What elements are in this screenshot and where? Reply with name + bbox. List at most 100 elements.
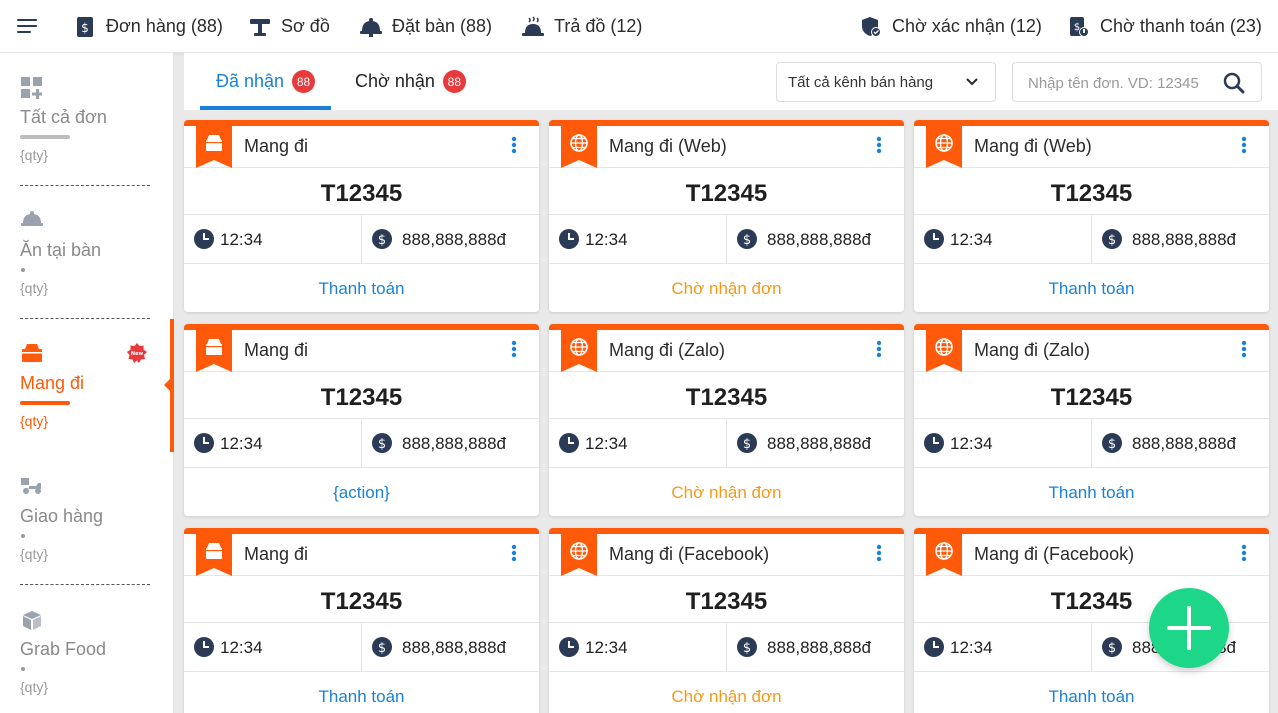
clock-icon	[559, 433, 579, 458]
sales-channel-select[interactable]: Tất cả kênh bán hàng	[776, 62, 996, 102]
globe-icon	[926, 534, 962, 576]
order-info-row: 12:34 $888,888,888đ	[549, 419, 904, 468]
more-vertical-icon[interactable]	[876, 340, 886, 362]
svg-text:$: $	[743, 437, 751, 452]
more-vertical-icon[interactable]	[1241, 136, 1251, 158]
order-action-button[interactable]: Chờ nhận đơn	[671, 483, 782, 502]
more-vertical-icon[interactable]	[876, 544, 886, 566]
clock-icon	[559, 637, 579, 662]
dollar-coin-icon: $	[1102, 229, 1122, 254]
order-action-button[interactable]: {action}	[333, 483, 390, 502]
search-box	[1012, 62, 1262, 102]
hamburger-menu-icon[interactable]	[17, 17, 37, 35]
order-card-header: Mang đi (Zalo)	[914, 330, 1269, 372]
dollar-coin-icon: $	[737, 637, 757, 662]
order-card-header: Mang đi	[184, 126, 539, 168]
order-card[interactable]: Mang đi (Zalo) T12345 12:34 $888,888,888đ Th…	[914, 324, 1269, 516]
shield-check-icon	[860, 16, 882, 38]
order-time: 12:34	[184, 623, 362, 672]
sidebar-item-label: Mang đi	[20, 373, 85, 393]
order-card-header: Mang đi	[184, 534, 539, 576]
sidebar-item-label: Giao hàng	[20, 506, 104, 526]
order-card[interactable]: Mang đi T12345 12:34 $888,888,888đ Thanh toá…	[184, 528, 539, 713]
order-code: T12345	[184, 576, 539, 623]
order-time-value: 12:34	[950, 230, 993, 249]
order-action-button[interactable]: Chờ nhận đơn	[671, 279, 782, 298]
sidebar-item-takeaway[interactable]: New Mang đi {qty}	[0, 319, 174, 452]
add-order-button[interactable]	[1149, 588, 1229, 668]
more-vertical-icon[interactable]	[1241, 340, 1251, 362]
sidebar-item-grab-food[interactable]: Grab Food {qty}	[0, 585, 174, 713]
sidebar-item-indicator	[21, 268, 25, 272]
divider	[20, 584, 150, 585]
nav-booking[interactable]: Đặt bàn (88)	[360, 0, 492, 53]
tab-waiting[interactable]: Chờ nhận 88	[355, 53, 466, 110]
new-badge-text: New	[131, 351, 144, 357]
order-card-header: Mang đi	[184, 330, 539, 372]
order-info-row: 12:34 $888,888,888đ	[914, 215, 1269, 264]
sidebar-item-dine-in[interactable]: Ăn tại bàn {qty}	[0, 186, 174, 319]
svg-text:$: $	[378, 233, 386, 248]
nav-orders-label: Đơn hàng (88)	[106, 16, 223, 36]
dollar-coin-icon: $	[1102, 637, 1122, 662]
order-card[interactable]: Mang đi (Web) T12345 12:34 $888,888,888đ Tha…	[914, 120, 1269, 312]
nav-table-map[interactable]: Sơ đồ	[249, 0, 330, 53]
sales-channel-value: Tất cả kênh bán hàng	[788, 73, 934, 91]
order-card[interactable]: Mang đi T12345 12:34 $888,888,888đ Thanh toá…	[184, 120, 539, 312]
order-code: T12345	[549, 372, 904, 419]
sidebar-item-qty: {qty}	[20, 280, 49, 296]
order-info-row: 12:34 $888,888,888đ	[549, 215, 904, 264]
order-card[interactable]: Mang đi T12345 12:34 $888,888,888đ {action}	[184, 324, 539, 516]
dollar-coin-icon: $	[737, 229, 757, 254]
nav-table-map-label: Sơ đồ	[281, 16, 330, 36]
clock-icon	[194, 637, 214, 662]
order-action-button[interactable]: Thanh toán	[1048, 279, 1135, 298]
order-info-row: 12:34 $888,888,888đ	[184, 623, 539, 672]
globe-icon	[561, 330, 597, 372]
order-price-value: 888,888,888đ	[767, 638, 871, 657]
nav-pending-payment[interactable]: $ Chờ thanh toán (23)	[1068, 0, 1262, 53]
order-action-button[interactable]: Chờ nhận đơn	[671, 687, 782, 706]
more-vertical-icon[interactable]	[511, 544, 521, 566]
order-card-title: Mang đi (Zalo)	[974, 340, 1091, 360]
order-card[interactable]: Mang đi (Web) T12345 12:34 $888,888,888đ Chờ…	[549, 120, 904, 312]
order-card[interactable]: Mang đi (Zalo) T12345 12:34 $888,888,888đ Ch…	[549, 324, 904, 516]
dollar-coin-icon: $	[372, 637, 392, 662]
order-action-button[interactable]: Thanh toán	[318, 279, 405, 298]
sidebar-item-qty: {qty}	[20, 413, 49, 429]
sidebar-item-delivery[interactable]: Giao hàng {qty}	[0, 452, 174, 585]
sidebar-item-qty: {qty}	[20, 147, 49, 163]
order-action-button[interactable]: Thanh toán	[318, 687, 405, 706]
nav-pending-confirm-label: Chờ xác nhận (12)	[892, 16, 1042, 36]
order-card[interactable]: Mang đi (Facebook) T12345 12:34 $888,888,88…	[549, 528, 904, 713]
search-input[interactable]	[1028, 72, 1218, 94]
order-time: 12:34	[549, 419, 727, 468]
nav-pending-payment-label: Chờ thanh toán (23)	[1100, 16, 1262, 36]
order-action-button[interactable]: Thanh toán	[1048, 483, 1135, 502]
order-time-value: 12:34	[220, 230, 263, 249]
divider	[20, 318, 150, 319]
svg-text:$: $	[743, 641, 751, 656]
sidebar-item-all[interactable]: Tất cả đơn {qty}	[0, 53, 174, 186]
order-time: 12:34	[914, 215, 1092, 264]
order-price-value: 888,888,888đ	[402, 434, 506, 453]
more-vertical-icon[interactable]	[511, 136, 521, 158]
nav-pending-confirm[interactable]: Chờ xác nhận (12)	[860, 0, 1042, 53]
order-price-value: 888,888,888đ	[767, 434, 871, 453]
order-action-button[interactable]: Thanh toán	[1048, 687, 1135, 706]
clock-icon	[924, 229, 944, 254]
more-vertical-icon[interactable]	[876, 136, 886, 158]
globe-icon	[561, 534, 597, 576]
tab-received[interactable]: Đã nhận 88	[216, 53, 316, 110]
search-icon[interactable]	[1223, 72, 1245, 94]
order-card-title: Mang đi (Web)	[974, 136, 1092, 156]
nav-orders[interactable]: $ Đơn hàng (88)	[74, 0, 223, 53]
more-vertical-icon[interactable]	[511, 340, 521, 362]
order-code: T12345	[914, 372, 1269, 419]
sidebar-item-indicator	[20, 135, 70, 139]
more-vertical-icon[interactable]	[1241, 544, 1251, 566]
food-box-icon	[21, 609, 43, 631]
order-code: T12345	[549, 576, 904, 623]
order-time: 12:34	[914, 623, 1092, 672]
nav-return[interactable]: Trả đồ (12)	[522, 0, 642, 53]
